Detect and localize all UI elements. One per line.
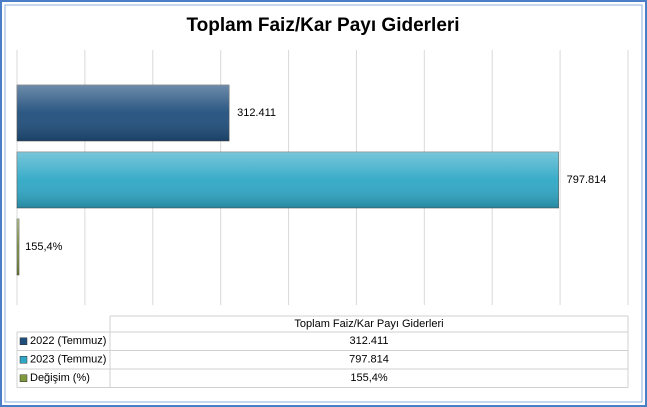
bar-shine <box>17 219 19 275</box>
bar-shine <box>17 85 230 141</box>
legend-key <box>19 356 28 364</box>
table-value: 155,4% <box>350 372 388 384</box>
chart-title: Toplam Faiz/Kar Payı Giderleri <box>186 15 459 36</box>
data-label: 312.411 <box>237 107 276 119</box>
inner-frame <box>4 4 643 403</box>
table-value: 312.411 <box>350 335 389 347</box>
legend-label: Değişim (%) <box>30 372 90 384</box>
data-label: 155,4% <box>25 241 63 253</box>
legend-key <box>19 337 28 345</box>
bar-shine <box>17 152 559 208</box>
table-header: Toplam Faiz/Kar Payı Giderleri <box>294 318 443 330</box>
legend-label: 2023 (Temmuz) <box>30 354 106 366</box>
legend-label: 2022 (Temmuz) <box>30 335 106 347</box>
data-label: 797.814 <box>567 174 607 186</box>
legend-key <box>19 374 28 382</box>
table-value: 797.814 <box>349 354 389 366</box>
